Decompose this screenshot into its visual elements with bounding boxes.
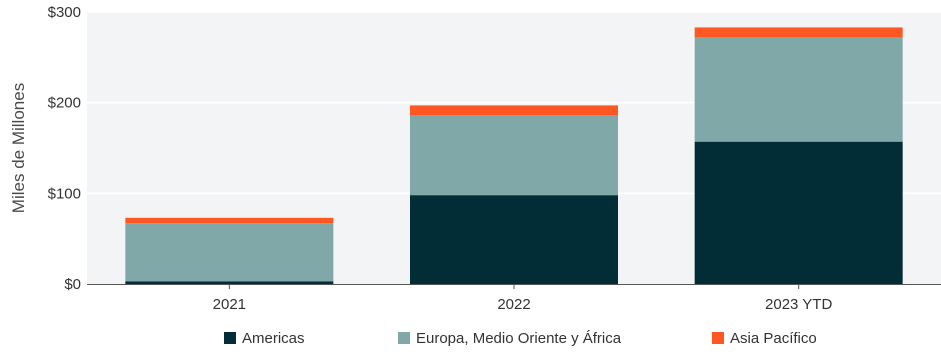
bar-segment-series-2 xyxy=(125,217,334,224)
y-axis-ticks: $0 $100 $200 $300 xyxy=(48,4,81,293)
legend-label: Asia Pacífico xyxy=(730,330,817,347)
y-tick-label: $100 xyxy=(48,185,81,202)
x-tick-label: 2023 YTD xyxy=(765,296,832,313)
bar-segment-series-1 xyxy=(694,37,903,142)
legend-swatch xyxy=(712,332,724,344)
legend: Americas Europa, Medio Oriente y África As… xyxy=(224,330,817,347)
legend-swatch xyxy=(224,332,236,344)
x-tick-label: 2022 xyxy=(497,296,530,313)
bar-segment-series-0 xyxy=(410,195,618,284)
bar-segment-series-1 xyxy=(125,223,334,282)
legend-swatch xyxy=(398,332,410,344)
y-axis-title: Miles de Millones xyxy=(9,83,28,213)
bar-segment-series-2 xyxy=(410,105,618,116)
bar-segment-series-0 xyxy=(694,141,903,284)
bar-segment-series-2 xyxy=(694,27,903,38)
bar-stack-2022 xyxy=(410,105,618,284)
x-tick-label: 2021 xyxy=(213,296,246,313)
bar-stack-2023-ytd xyxy=(694,27,903,284)
bar-segment-series-1 xyxy=(410,115,618,196)
legend-label: Europa, Medio Oriente y África xyxy=(416,330,622,347)
y-tick-label: $300 xyxy=(48,4,81,21)
bar-segment-series-0 xyxy=(125,281,334,284)
bars xyxy=(125,27,903,284)
x-axis-ticks: 2021 2022 2023 YTD xyxy=(213,284,832,313)
y-tick-label: $200 xyxy=(48,95,81,112)
y-tick-label: $0 xyxy=(64,276,81,293)
bar-stack-2021 xyxy=(125,217,334,284)
legend-label: Americas xyxy=(242,330,305,347)
